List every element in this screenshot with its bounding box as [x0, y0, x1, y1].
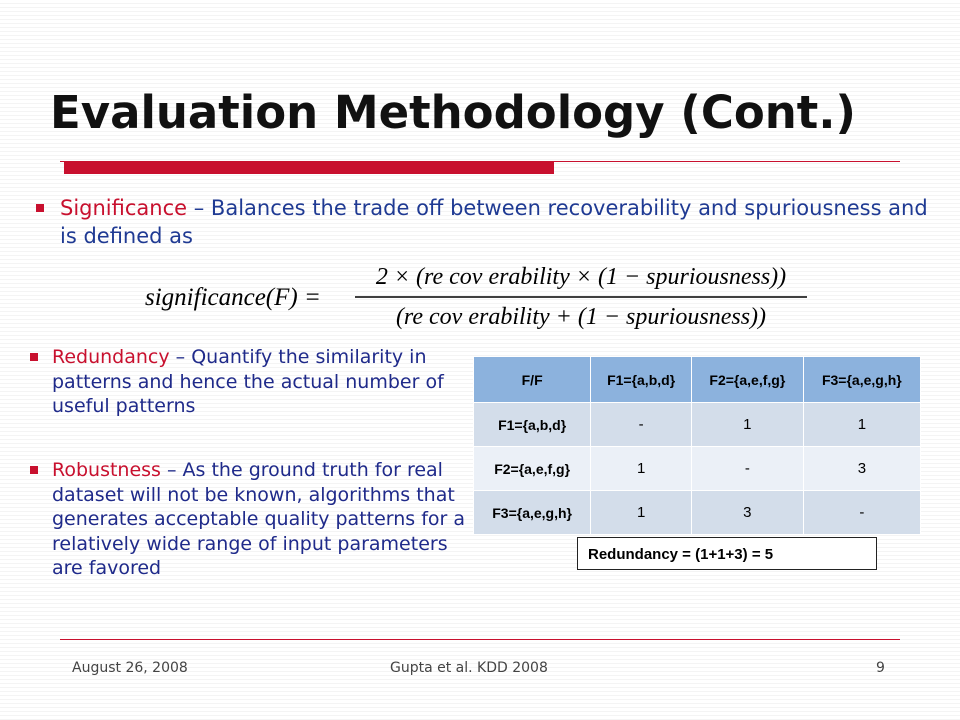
square-bullet-icon — [30, 466, 38, 474]
bullet-robustness: Robustness – As the ground truth for rea… — [30, 458, 477, 581]
title-divider-line — [60, 161, 900, 162]
table-cell: - — [590, 402, 692, 447]
redundancy-result-box: Redundancy = (1+1+3) = 5 — [577, 537, 877, 570]
table-row: F3={a,e,g,h} 1 3 - — [472, 490, 922, 535]
title-accent-bar — [64, 162, 554, 174]
table-row: F1={a,b,d} - 1 1 — [472, 402, 922, 447]
slide-number: 9 — [876, 660, 885, 676]
redundancy-keyword: Redundancy — [52, 346, 170, 368]
significance-text: – Balances the trade off between recover… — [60, 196, 928, 248]
bullet-significance: Significance – Balances the trade off be… — [36, 194, 930, 250]
table-row-header: F2={a,e,f,g} — [472, 446, 592, 491]
table-cell: 1 — [802, 402, 922, 447]
significance-formula: significance(F) = 2 × (re cov erability … — [145, 264, 807, 330]
square-bullet-icon — [36, 204, 44, 212]
robustness-text: – As the ground truth for real dataset w… — [52, 459, 466, 579]
table-row-header: F1={a,b,d} — [472, 402, 592, 447]
square-bullet-icon — [30, 353, 38, 361]
table-row-header: F3={a,e,g,h} — [472, 490, 592, 535]
bullet-redundancy: Redundancy – Quantify the similarity in … — [30, 345, 472, 419]
table-cell: 1 — [590, 490, 692, 535]
table-header-cell: F/F — [472, 356, 592, 403]
significance-keyword: Significance — [60, 196, 188, 220]
footer-citation: Gupta et al. KDD 2008 — [390, 660, 548, 676]
table-cell: 1 — [590, 446, 692, 491]
table-row: F2={a,e,f,g} 1 - 3 — [472, 446, 922, 491]
table-cell: - — [690, 446, 804, 491]
footer-date: August 26, 2008 — [72, 660, 188, 676]
formula-numerator: 2 × (re cov erability × (1 − spuriousnes… — [376, 264, 786, 290]
table-header-cell: F1={a,b,d} — [590, 356, 692, 403]
robustness-keyword: Robustness — [52, 459, 161, 481]
table-cell: 1 — [690, 402, 804, 447]
slide-title: Evaluation Methodology (Cont.) — [50, 86, 856, 139]
footer-divider-line — [60, 639, 900, 640]
table-cell: 3 — [690, 490, 804, 535]
table-header-cell: F3={a,e,g,h} — [802, 356, 922, 403]
formula-lhs: significance(F) = — [145, 284, 321, 311]
table-cell: 3 — [802, 446, 922, 491]
redundancy-table: F/F F1={a,b,d} F2={a,e,f,g} F3={a,e,g,h}… — [472, 356, 922, 535]
table-header-cell: F2={a,e,f,g} — [690, 356, 804, 403]
redundancy-text: – Quantify the similarity in patterns an… — [52, 346, 444, 417]
table-cell: - — [802, 490, 922, 535]
formula-denominator: (re cov erability + (1 − spuriousness)) — [396, 304, 766, 330]
table-header-row: F/F F1={a,b,d} F2={a,e,f,g} F3={a,e,g,h} — [472, 356, 922, 403]
